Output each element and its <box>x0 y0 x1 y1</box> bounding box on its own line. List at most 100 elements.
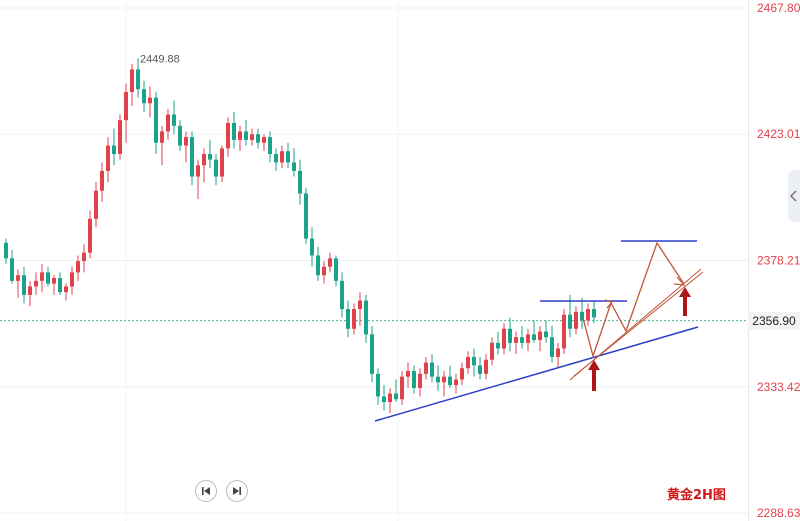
candle-body <box>82 252 86 262</box>
high-marker-label: 2449.88 <box>140 54 180 66</box>
candle-body <box>130 69 134 92</box>
candle-body <box>262 137 266 143</box>
candle-body <box>40 272 44 281</box>
y-tick-label: 2467.80 <box>757 1 800 15</box>
candle-body <box>250 134 254 140</box>
candle-body <box>328 258 332 267</box>
candle-body <box>238 131 242 140</box>
candle-body <box>160 131 164 143</box>
arrowhead <box>673 276 686 286</box>
candle-body <box>46 272 50 284</box>
candle-body <box>70 272 74 287</box>
candle-body <box>136 69 140 90</box>
candle-body <box>466 356 470 369</box>
candle-body <box>172 114 176 126</box>
candle-body <box>166 114 170 132</box>
support-trendline <box>374 326 699 422</box>
candle-body <box>364 300 368 335</box>
candle-body <box>196 165 200 177</box>
candle-body <box>442 376 446 383</box>
candle-body <box>472 356 476 366</box>
candle-body <box>388 393 392 403</box>
candle-body <box>574 311 578 329</box>
candle-body <box>142 89 146 104</box>
candle-body <box>568 314 572 329</box>
candle-body <box>226 122 230 149</box>
candle-body <box>382 396 386 403</box>
candle-body <box>94 190 98 219</box>
current-price-tag: 2356.90 <box>748 311 800 330</box>
skip-previous-icon <box>202 487 210 495</box>
candle-body <box>118 120 122 155</box>
candle-body <box>544 331 548 338</box>
candle-body <box>52 278 56 284</box>
candle-body <box>154 97 158 143</box>
scroll-forward-button[interactable] <box>226 480 248 502</box>
candle-body <box>124 91 128 121</box>
candle-body <box>310 238 314 256</box>
buy-arrow-2 <box>679 287 691 316</box>
candle-body <box>508 328 512 343</box>
candle-body <box>424 362 428 374</box>
candle-body <box>346 309 350 329</box>
candle-body <box>112 145 116 155</box>
y-tick-label: 2423.01 <box>757 127 800 141</box>
scroll-back-button[interactable] <box>195 480 217 502</box>
buy-arrow-1 <box>588 360 600 391</box>
candle-body <box>322 266 326 276</box>
candle-body <box>178 125 182 146</box>
candle-body <box>184 137 188 146</box>
y-tick-label: 2333.42 <box>757 380 800 394</box>
candle-body <box>286 151 290 163</box>
candle-body <box>556 348 560 357</box>
candle-body <box>274 154 278 163</box>
candle-body <box>586 309 590 321</box>
candle-series <box>4 58 596 414</box>
candle-body <box>202 154 206 166</box>
candle-body <box>526 334 530 343</box>
candle-body <box>76 261 80 273</box>
candle-body <box>514 337 518 343</box>
candle-body <box>106 145 110 171</box>
candle-body <box>394 393 398 400</box>
side-panel-toggle[interactable] <box>788 170 800 222</box>
candle-body <box>520 337 524 343</box>
candle-body <box>232 122 236 140</box>
candle-body <box>190 137 194 177</box>
chart-title: 黄金2H图 <box>667 488 726 503</box>
candle-body <box>148 97 152 104</box>
candle-body <box>418 373 422 388</box>
candle-body <box>208 154 212 160</box>
candle-body <box>244 131 248 140</box>
candle-body <box>22 275 26 295</box>
candle-body <box>490 342 494 360</box>
candle-body <box>100 170 104 191</box>
skip-next-icon <box>233 487 241 495</box>
arrowhead <box>604 299 614 309</box>
candle-body <box>592 309 596 318</box>
candle-body <box>484 359 488 374</box>
candle-body <box>370 334 374 374</box>
y-tick-label: 2288.63 <box>757 506 800 520</box>
rising-channel-lower <box>573 271 704 377</box>
candle-body <box>256 134 260 143</box>
candle-body <box>406 371 410 377</box>
candle-body <box>352 309 356 329</box>
candle-body <box>448 376 452 386</box>
candle-body <box>562 314 566 349</box>
candle-body <box>58 278 62 293</box>
candle-body <box>88 218 92 253</box>
candle-body <box>10 258 14 281</box>
candle-body <box>400 376 404 400</box>
candle-body <box>376 373 380 397</box>
candle-body <box>16 275 20 281</box>
candle-body <box>412 371 416 388</box>
candle-body <box>454 379 458 386</box>
candle-body <box>64 286 68 293</box>
candle-body <box>280 151 284 163</box>
candle-body <box>436 376 440 383</box>
candle-body <box>340 280 344 310</box>
candle-body <box>478 365 482 374</box>
candle-body <box>214 159 218 177</box>
